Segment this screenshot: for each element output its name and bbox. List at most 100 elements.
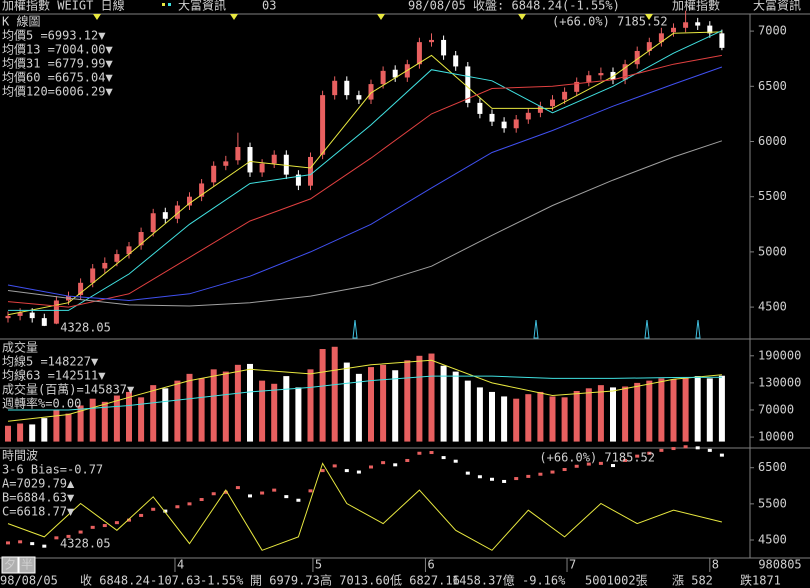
volume-bar: [452, 371, 459, 442]
footer-amount-pct: -9.16%: [522, 574, 566, 588]
footer-low: 低 6827.16: [390, 574, 460, 588]
close-dot: [66, 534, 71, 538]
close-dot: [369, 465, 373, 469]
icon: [162, 3, 165, 6]
candle-body: [17, 312, 23, 316]
candle-body: [683, 22, 689, 28]
volume-bar: [428, 353, 435, 442]
candle-body: [380, 70, 386, 85]
candle-body: [259, 163, 265, 173]
legend-entry: 均價60 =6675.04▼: [2, 71, 113, 85]
legend-entry: 均價13 =7004.00▼: [2, 43, 113, 57]
volume-bar: [646, 380, 653, 442]
volume-bar: [53, 409, 60, 442]
close-dot: [441, 456, 446, 460]
header-right-vendor: 大富資訊: [753, 0, 801, 13]
volume-bar: [682, 377, 689, 442]
close-dot: [514, 477, 519, 481]
volume-bar: [622, 386, 629, 442]
legend-entry: 均線5 =148227▼: [2, 354, 99, 369]
close-dot: [42, 544, 47, 548]
close-dot: [187, 502, 192, 506]
annotation: (+66.0%) 7185.52: [539, 451, 655, 465]
volume-bar: [41, 418, 48, 442]
button[interactable]: [18, 556, 36, 574]
candle-body: [416, 42, 422, 65]
close-dot: [647, 451, 652, 455]
close-dot: [719, 453, 724, 457]
footer-pct: -1.55%: [200, 574, 244, 588]
volume-bar: [307, 369, 314, 442]
annotation: (+66.0%) 7185.52: [552, 15, 668, 29]
candle-body: [235, 147, 241, 161]
icon: [168, 3, 171, 6]
legend-entry: 3-6 Bias=-0.77: [2, 463, 103, 477]
y-tick-label: 6000: [758, 134, 787, 148]
button-label[interactable]: 半: [21, 558, 33, 572]
candle-body: [598, 73, 604, 76]
y-tick-label: 5000: [758, 244, 787, 258]
candle-body: [634, 50, 640, 65]
marker: [93, 14, 653, 20]
close-dot: [284, 495, 289, 499]
legend-entry: 均價31 =6779.99▼: [2, 57, 113, 71]
volume-bar: [210, 369, 217, 442]
candle-body: [392, 69, 398, 78]
close-dot: [526, 474, 531, 478]
volume-bar: [65, 413, 72, 442]
volume-bar: [416, 355, 423, 442]
y-tick-label: 5500: [758, 189, 787, 203]
candle-body: [441, 39, 447, 56]
panel-title: 時間波: [2, 449, 38, 463]
close-dot: [562, 468, 567, 472]
marker: [352, 319, 701, 339]
volume-bar: [355, 373, 362, 442]
close-dot: [211, 492, 216, 496]
candle-body: [453, 55, 459, 67]
close-dot: [223, 490, 228, 494]
volume-bar: [476, 387, 483, 442]
candle-body: [308, 156, 313, 186]
legend-note: A=7029.79▲: [2, 477, 75, 491]
ma-line: [7, 140, 723, 307]
volume-bar: [247, 363, 253, 442]
y-tick-label: 130000: [758, 375, 801, 389]
volume-bar: [319, 349, 326, 442]
close-dot: [151, 507, 156, 511]
close-dot: [465, 471, 470, 475]
volume-bar: [501, 396, 508, 442]
candle-body: [537, 106, 543, 113]
candle-body: [671, 27, 676, 33]
close-dot: [90, 525, 95, 529]
ma-line: [7, 54, 722, 308]
button-label[interactable]: 夕: [4, 558, 16, 572]
y-tick-label: 4500: [758, 300, 787, 314]
close-dot: [695, 446, 700, 450]
close-dot: [623, 458, 628, 462]
close-dot: [260, 491, 265, 495]
candle-body: [29, 312, 35, 319]
close-dot: [417, 451, 422, 455]
candle-body: [271, 154, 277, 164]
header-code: 03: [262, 0, 276, 13]
volume-bar: [561, 397, 568, 442]
legend-note: B=6884.63▼: [2, 491, 75, 505]
close-dot: [683, 445, 688, 449]
ma-line: [8, 375, 722, 411]
candle-body: [295, 174, 301, 186]
close-dot: [611, 464, 615, 468]
close-dot: [139, 513, 144, 517]
volume-bar: [295, 387, 302, 442]
legend-note: 成交量(百萬)=145837▼: [2, 382, 135, 397]
close-dot: [586, 462, 591, 466]
candle-body: [646, 42, 652, 51]
close-dot: [175, 505, 180, 509]
panel-title: 成交量: [2, 340, 38, 355]
close-dot: [429, 451, 434, 455]
candle-body: [356, 95, 362, 100]
button[interactable]: [1, 556, 19, 574]
volume-bar: [101, 401, 108, 442]
candle-body: [283, 154, 289, 175]
candle-body: [5, 315, 11, 319]
